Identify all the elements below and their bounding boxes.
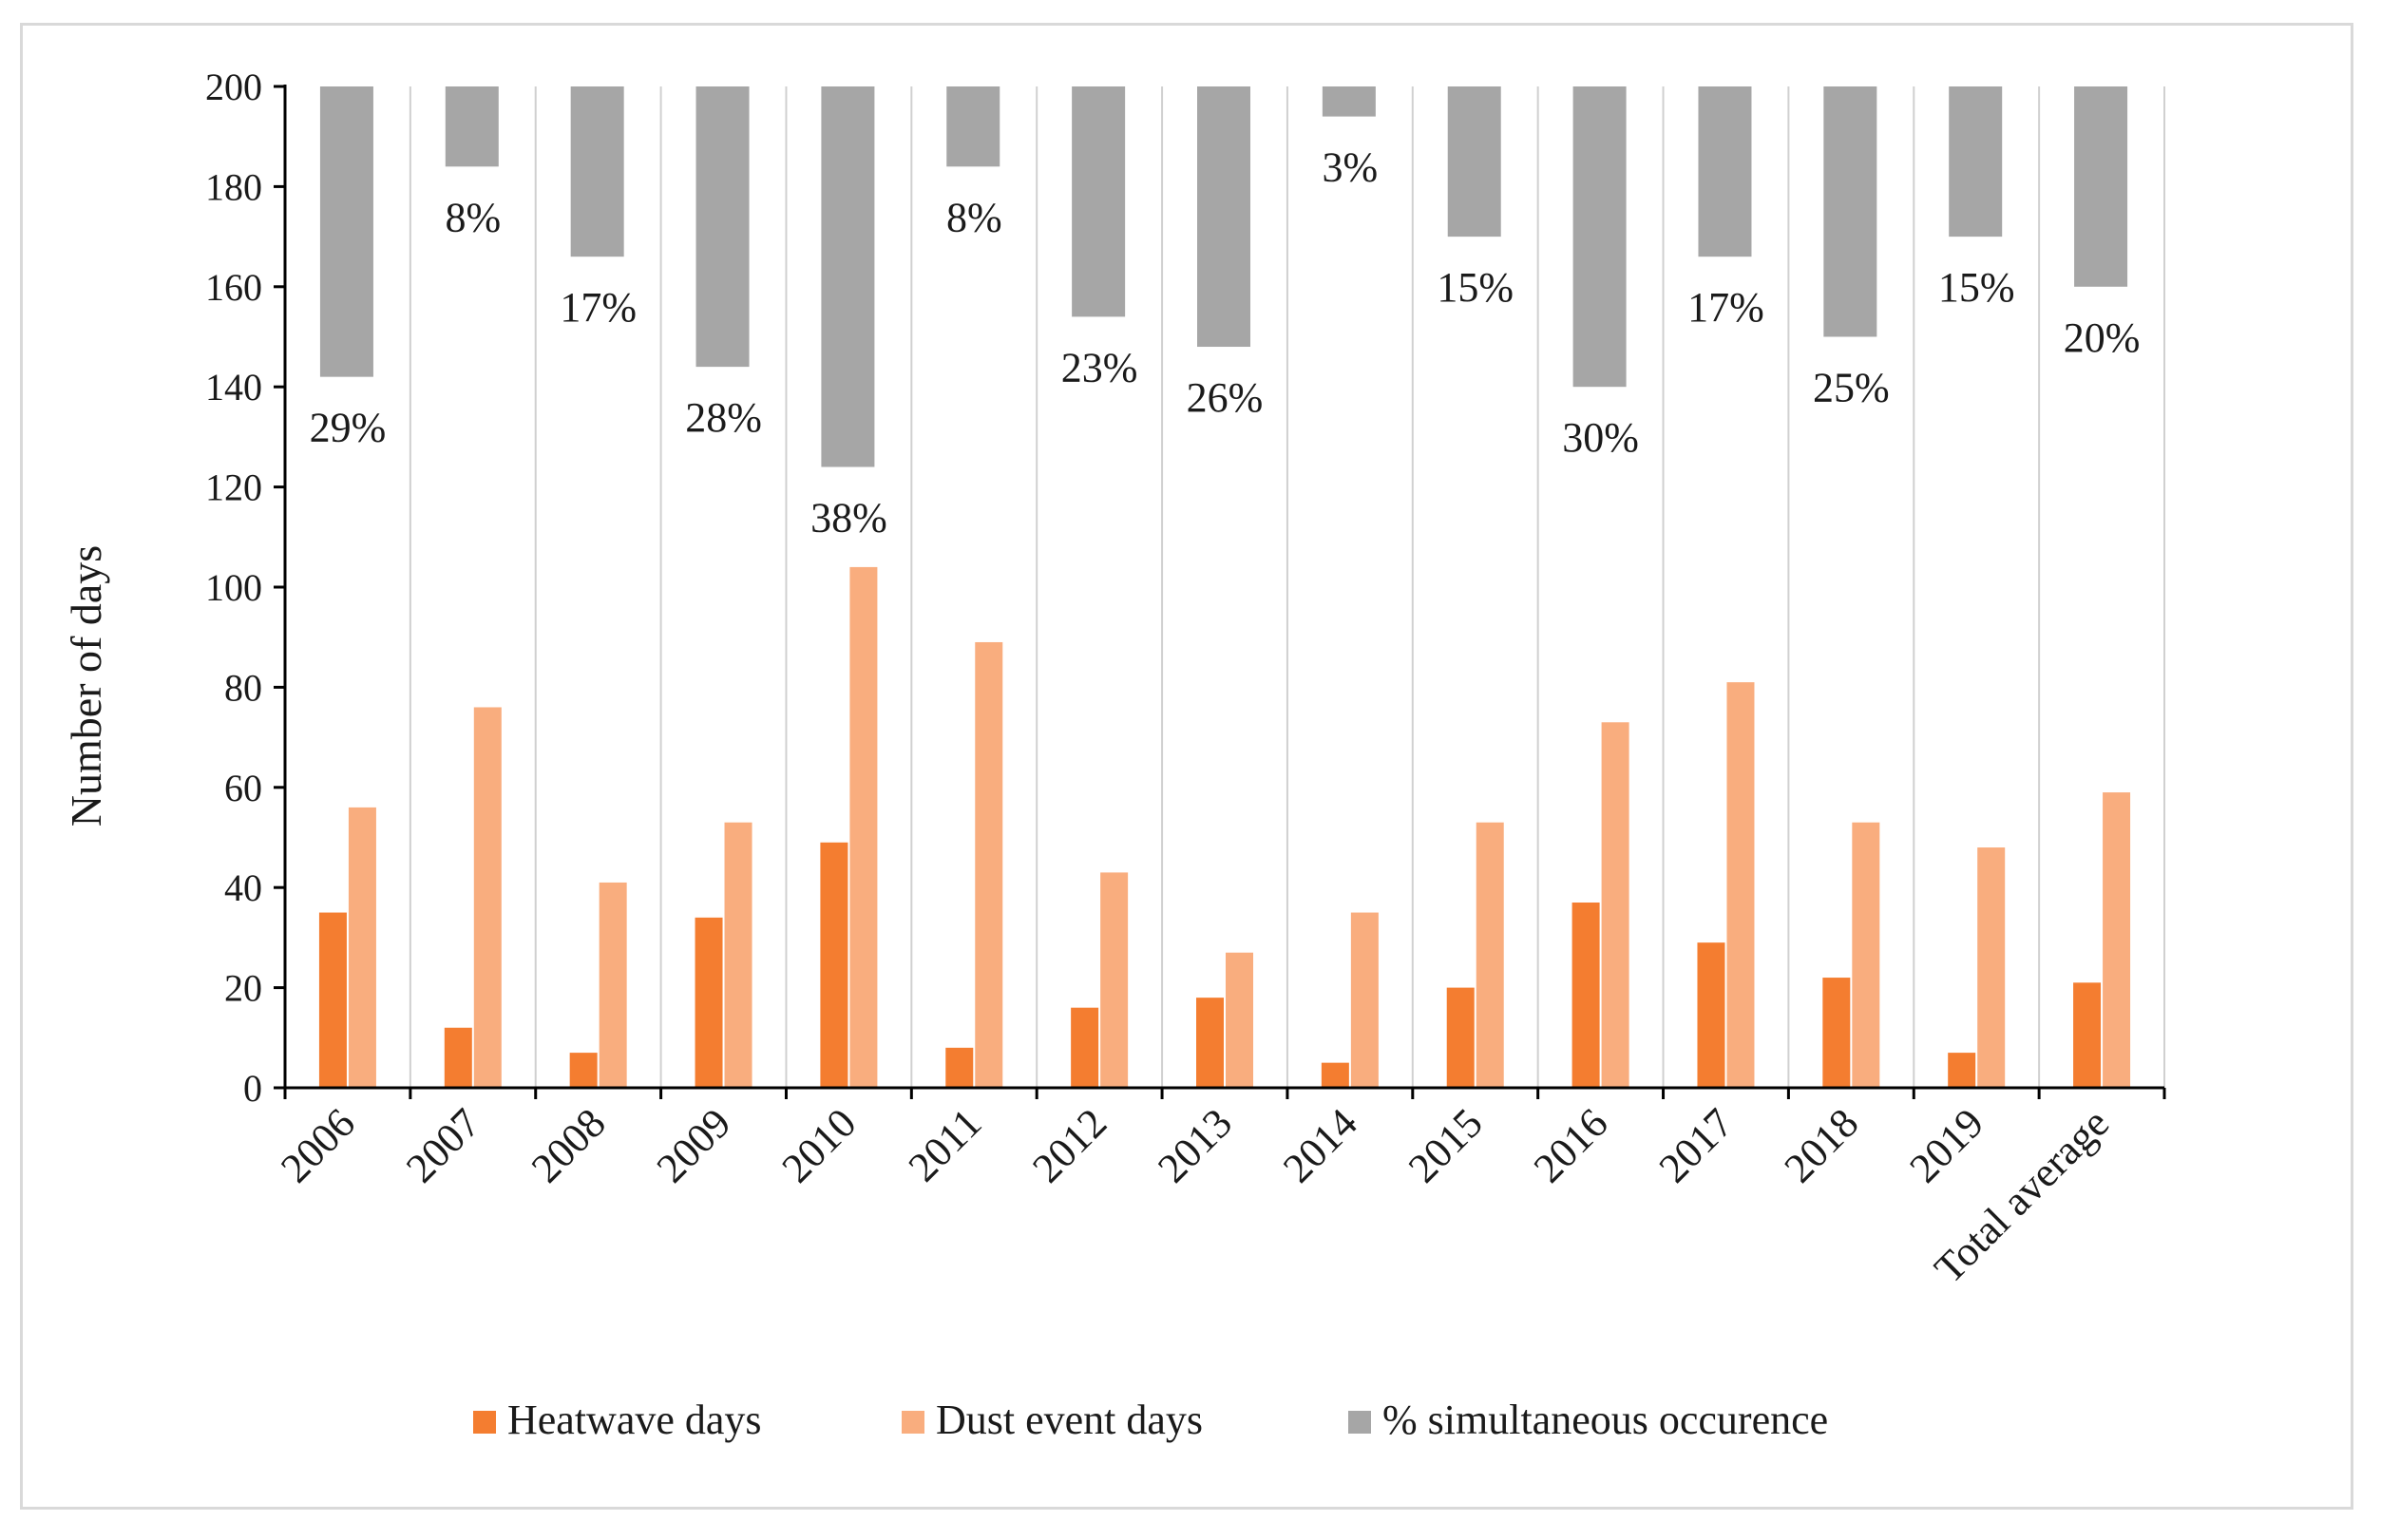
pct-bar-2009 bbox=[695, 86, 750, 368]
y-tick-label-40: 40 bbox=[224, 866, 262, 909]
y-tick-label-200: 200 bbox=[205, 66, 262, 108]
heatwave-bar-2017 bbox=[1697, 942, 1725, 1088]
pct-label-2008: 17% bbox=[560, 284, 637, 331]
heatwave-bar-2006 bbox=[318, 912, 347, 1088]
y-axis-title: Number of days bbox=[62, 545, 110, 827]
legend-swatch-3 bbox=[1348, 1411, 1371, 1434]
heatwave-bar-2019 bbox=[1948, 1053, 1976, 1088]
dust-bar-2016 bbox=[1601, 722, 1629, 1088]
x-tick-label-2007: 2007 bbox=[397, 1099, 489, 1191]
heatwave-bar-2012 bbox=[1071, 1007, 1099, 1088]
pct-bar-2014 bbox=[1322, 86, 1376, 117]
axes bbox=[274, 85, 2166, 1099]
legend-swatch-1 bbox=[473, 1411, 496, 1434]
x-tick-label-2009: 2009 bbox=[648, 1099, 740, 1191]
dust-bar-2013 bbox=[1226, 952, 1253, 1088]
pct-bar-2010 bbox=[821, 86, 875, 467]
dust-bar-total-average bbox=[2103, 792, 2131, 1088]
pct-bar-2015 bbox=[1447, 86, 1501, 238]
dust-bar-2015 bbox=[1476, 822, 1504, 1088]
dust-bar-2014 bbox=[1350, 912, 1379, 1088]
pct-label-2011: 8% bbox=[946, 194, 1002, 240]
dust-bar-2017 bbox=[1726, 682, 1755, 1088]
chart-svg: 29% 8% 17% 28% 38% 8% 23% 26% 3% 15% 30% 17% 25% 15% 2… bbox=[62, 66, 2166, 1443]
x-tick-label-2017: 2017 bbox=[1650, 1099, 1743, 1191]
heatwave-bar-2009 bbox=[695, 917, 723, 1088]
dust-bar-2009 bbox=[724, 822, 752, 1088]
dust-bar-2019 bbox=[1977, 847, 2006, 1088]
pct-bar-2019 bbox=[1949, 86, 2003, 238]
dust-bar-2010 bbox=[849, 566, 878, 1088]
heatwave-bar-2008 bbox=[569, 1053, 598, 1088]
pct-label-2006: 29% bbox=[310, 405, 387, 451]
x-tick-label-2013: 2013 bbox=[1149, 1099, 1241, 1191]
pct-label-total-average: 20% bbox=[2064, 314, 2141, 361]
legend-label-2: Dust event days bbox=[936, 1397, 1203, 1443]
data-labels: 29% 8% 17% 28% 38% 8% 23% 26% 3% 15% 30% 17% 25% 15% 2… bbox=[310, 144, 2141, 542]
y-tick-label-20: 20 bbox=[224, 967, 262, 1010]
y-tick-label-140: 140 bbox=[205, 366, 262, 409]
y-tick-label-160: 160 bbox=[205, 266, 262, 309]
pct-bar-2017 bbox=[1698, 86, 1752, 257]
dust-bar-2012 bbox=[1100, 872, 1129, 1088]
legend-swatch-2 bbox=[902, 1411, 924, 1434]
x-tick-label-2010: 2010 bbox=[773, 1099, 866, 1191]
pct-bar-2011 bbox=[946, 86, 1000, 167]
x-tick-label-2015: 2015 bbox=[1400, 1099, 1492, 1191]
pct-bar-2013 bbox=[1197, 86, 1250, 348]
heatwave-bar-2016 bbox=[1571, 903, 1600, 1088]
heatwave-bar-2015 bbox=[1446, 987, 1475, 1088]
pct-label-2013: 26% bbox=[1187, 374, 1264, 421]
legend-label-1: Heatwave days bbox=[507, 1397, 762, 1443]
x-tick-label-2011: 2011 bbox=[900, 1099, 991, 1190]
dust-bar-2018 bbox=[1852, 822, 1880, 1088]
y-tick-label-100: 100 bbox=[205, 566, 262, 609]
pct-bar-2008 bbox=[570, 86, 624, 257]
x-tick-label-2019: 2019 bbox=[1900, 1099, 1992, 1191]
heatwave-bar-2018 bbox=[1822, 978, 1851, 1088]
pct-label-2014: 3% bbox=[1323, 144, 1379, 191]
heatwave-bar-2013 bbox=[1196, 998, 1224, 1088]
heatwave-bar-2010 bbox=[820, 842, 848, 1088]
x-tick-label-2006: 2006 bbox=[272, 1099, 364, 1191]
y-tick-label-180: 180 bbox=[205, 165, 262, 208]
pct-bar-total-average bbox=[2074, 86, 2128, 287]
x-tick-label-2014: 2014 bbox=[1274, 1099, 1366, 1191]
y-tick-label-80: 80 bbox=[224, 666, 262, 709]
x-tick-label-2018: 2018 bbox=[1776, 1099, 1868, 1191]
pct-bar-2006 bbox=[319, 86, 373, 377]
pct-label-2010: 38% bbox=[810, 495, 887, 542]
pct-label-2015: 15% bbox=[1437, 264, 1514, 311]
y-tick-label-0: 0 bbox=[243, 1067, 262, 1110]
pct-label-2016: 30% bbox=[1562, 414, 1639, 461]
pct-label-2012: 23% bbox=[1061, 344, 1138, 390]
pct-label-2007: 8% bbox=[445, 194, 501, 240]
pct-bar-2007 bbox=[445, 86, 499, 167]
pct-label-2019: 15% bbox=[1938, 264, 2015, 311]
grid-lines bbox=[409, 86, 2165, 1088]
dust-bar-2008 bbox=[599, 882, 627, 1088]
pct-label-2017: 17% bbox=[1687, 284, 1764, 331]
bars bbox=[318, 86, 2131, 1088]
x-tick-label-2012: 2012 bbox=[1023, 1099, 1115, 1191]
pct-bar-2018 bbox=[1823, 86, 1877, 337]
x-tick-label-2016: 2016 bbox=[1525, 1099, 1617, 1191]
dust-bar-2011 bbox=[975, 641, 1003, 1088]
y-tick-label-120: 120 bbox=[205, 466, 262, 509]
pct-label-2009: 28% bbox=[685, 394, 762, 441]
dust-bar-2007 bbox=[473, 707, 502, 1088]
y-tick-label-60: 60 bbox=[224, 767, 262, 809]
legend: Heatwave days Dust event days % simultaneo… bbox=[473, 1397, 1828, 1443]
legend-label-3: % simultaneous occurence bbox=[1382, 1397, 1828, 1443]
heatwave-bar-2011 bbox=[945, 1047, 974, 1088]
dust-bar-2006 bbox=[348, 807, 376, 1088]
heatwave-bar-2014 bbox=[1321, 1062, 1349, 1088]
pct-label-2018: 25% bbox=[1813, 365, 1890, 411]
pct-bar-2012 bbox=[1072, 86, 1126, 317]
chart-frame: 29% 8% 17% 28% 38% 8% 23% 26% 3% 15% 30% 17% 25% 15% 2… bbox=[20, 23, 2353, 1510]
heatwave-bar-2007 bbox=[444, 1027, 472, 1088]
heatwave-bar-total-average bbox=[2073, 982, 2102, 1088]
x-tick-label-2008: 2008 bbox=[523, 1099, 615, 1191]
pct-bar-2016 bbox=[1572, 86, 1627, 388]
